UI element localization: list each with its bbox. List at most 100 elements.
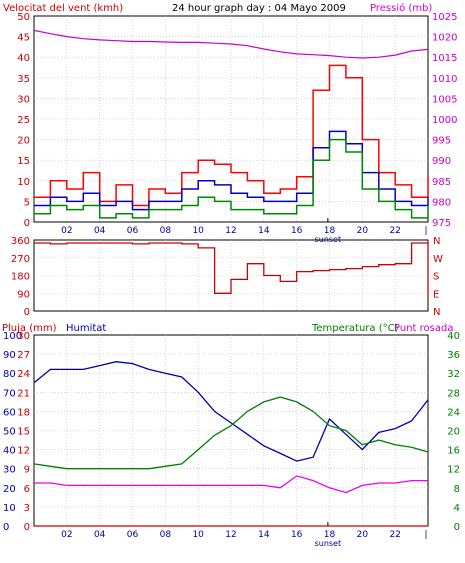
sunset-label: sunset (315, 539, 342, 548)
wind-tick-1: 45 (17, 33, 30, 44)
bottom-xtick-22: 22 (389, 530, 400, 540)
humidity-tick-6: 40 (3, 446, 16, 457)
compass-tick-1: W (433, 254, 443, 265)
pressure-tick-3: 1010 (432, 74, 457, 85)
wind-tick-2: 40 (17, 53, 30, 64)
dewpoint-axis-title: Punt rosada (394, 323, 453, 334)
series-direction (34, 242, 429, 300)
humidity-tick-4: 60 (3, 407, 16, 418)
temperature-tick-2: 32 (447, 369, 460, 380)
rain-tick-5: 15 (17, 427, 30, 438)
humidity-tick-7: 30 (3, 465, 16, 476)
top-series (33, 29, 429, 219)
rain-tick-0: 30 (17, 331, 30, 342)
bottom-xtick-10: 10 (192, 530, 204, 540)
wind-tick-8: 10 (17, 177, 30, 188)
compass-tick-4: N (433, 307, 440, 318)
bottom-xtick-end: | (424, 530, 427, 540)
temperature-tick-9: 4 (454, 503, 460, 514)
direction-tick-0: 360 (11, 236, 30, 247)
bottom-xtick-16: 16 (291, 530, 303, 540)
pressure-tick-0: 1025 (432, 12, 457, 23)
top-xtick-20: 20 (357, 226, 369, 236)
bottom-xtick-14: 14 (258, 530, 270, 540)
rain-axis-title: Pluja (mm) (2, 323, 57, 334)
rain-tick-6: 12 (17, 446, 30, 457)
top-xtick-04: 04 (94, 226, 106, 236)
chart-title: 24 hour graph day : 04 Mayo 2009 (172, 3, 346, 14)
humidity-tick-1: 90 (3, 350, 16, 361)
series-avg (34, 130, 429, 211)
humidity-tick-0: 100 (3, 331, 22, 342)
bottom-xtick-08: 08 (160, 530, 172, 540)
wind-tick-3: 35 (17, 74, 30, 85)
humidity-axis-title: Humitat (66, 323, 106, 334)
temperature-tick-1: 36 (447, 350, 460, 361)
series-pressure (33, 29, 429, 59)
pressure-tick-5: 1000 (432, 115, 457, 126)
bottom-xtick-18: 18 (324, 530, 336, 540)
rain-tick-4: 18 (17, 407, 30, 418)
rain-tick-9: 3 (24, 503, 30, 514)
bottom-xtick-20: 20 (357, 530, 369, 540)
humidity-tick-9: 10 (3, 503, 16, 514)
bottom-xtick-12: 12 (225, 530, 236, 540)
wind-tick-5: 25 (17, 115, 30, 126)
bottom-grid (34, 335, 428, 526)
pressure-tick-9: 980 (432, 197, 451, 208)
temperature-tick-6: 16 (447, 446, 460, 457)
compass-tick-3: E (433, 289, 439, 300)
wind-tick-10: 0 (24, 218, 30, 229)
top-xtick-08: 08 (160, 226, 172, 236)
pressure-tick-4: 1005 (432, 94, 457, 105)
pressure-axis-title: Pressió (mb) (370, 2, 432, 14)
humidity-tick-5: 50 (3, 427, 16, 438)
top-xtick-22: 22 (389, 226, 400, 236)
humidity-tick-10: 0 (3, 522, 9, 533)
rain-tick-7: 9 (24, 465, 30, 476)
temperature-axis-title: Temperatura (°C) (311, 323, 399, 334)
humidity-tick-3: 70 (3, 388, 16, 399)
pressure-tick-10: 975 (432, 218, 451, 229)
pressure-tick-8: 985 (432, 177, 451, 188)
top-xtick-12: 12 (225, 226, 236, 236)
series-alt (34, 138, 429, 219)
top-xtick-18: 18 (324, 226, 336, 236)
temperature-tick-7: 12 (447, 465, 460, 476)
wind-tick-7: 15 (17, 156, 30, 167)
wind-tick-4: 30 (17, 94, 30, 105)
series-temperature (33, 396, 429, 470)
top-xtick-06: 06 (127, 226, 139, 236)
temperature-tick-4: 24 (447, 407, 460, 418)
temperature-tick-10: 0 (454, 522, 460, 533)
temperature-tick-0: 40 (447, 331, 460, 342)
wind-axis-title: Velocitat del vent (kmh) (3, 3, 123, 14)
direction-tick-4: 0 (24, 307, 30, 318)
top-xtick-16: 16 (291, 226, 303, 236)
direction-tick-3: 90 (17, 289, 30, 300)
wind-tick-9: 5 (24, 197, 30, 208)
bottom-xtick-02: 02 (61, 530, 72, 540)
humidity-tick-2: 80 (3, 369, 16, 380)
direction-tick-1: 270 (11, 254, 30, 265)
direction-series (34, 242, 429, 300)
rain-tick-8: 6 (24, 484, 30, 495)
wind-tick-0: 50 (17, 12, 30, 23)
direction-tick-2: 180 (11, 272, 30, 283)
pressure-tick-6: 995 (432, 136, 451, 147)
series-humidity (33, 361, 429, 462)
bottom-axis-labels: 1009080706050403020100302724211815129630… (3, 331, 460, 548)
humidity-tick-8: 20 (3, 484, 16, 495)
top-xtick-02: 02 (61, 226, 72, 236)
rain-tick-1: 27 (17, 350, 30, 361)
series-dewpoint (34, 475, 428, 494)
rain-tick-10: 0 (24, 522, 30, 533)
bottom-xtick-04: 04 (94, 530, 106, 540)
temperature-tick-3: 28 (447, 388, 460, 399)
top-xtick-end: | (424, 226, 427, 236)
pressure-tick-1: 1020 (432, 33, 457, 44)
wind-tick-6: 20 (17, 136, 30, 147)
